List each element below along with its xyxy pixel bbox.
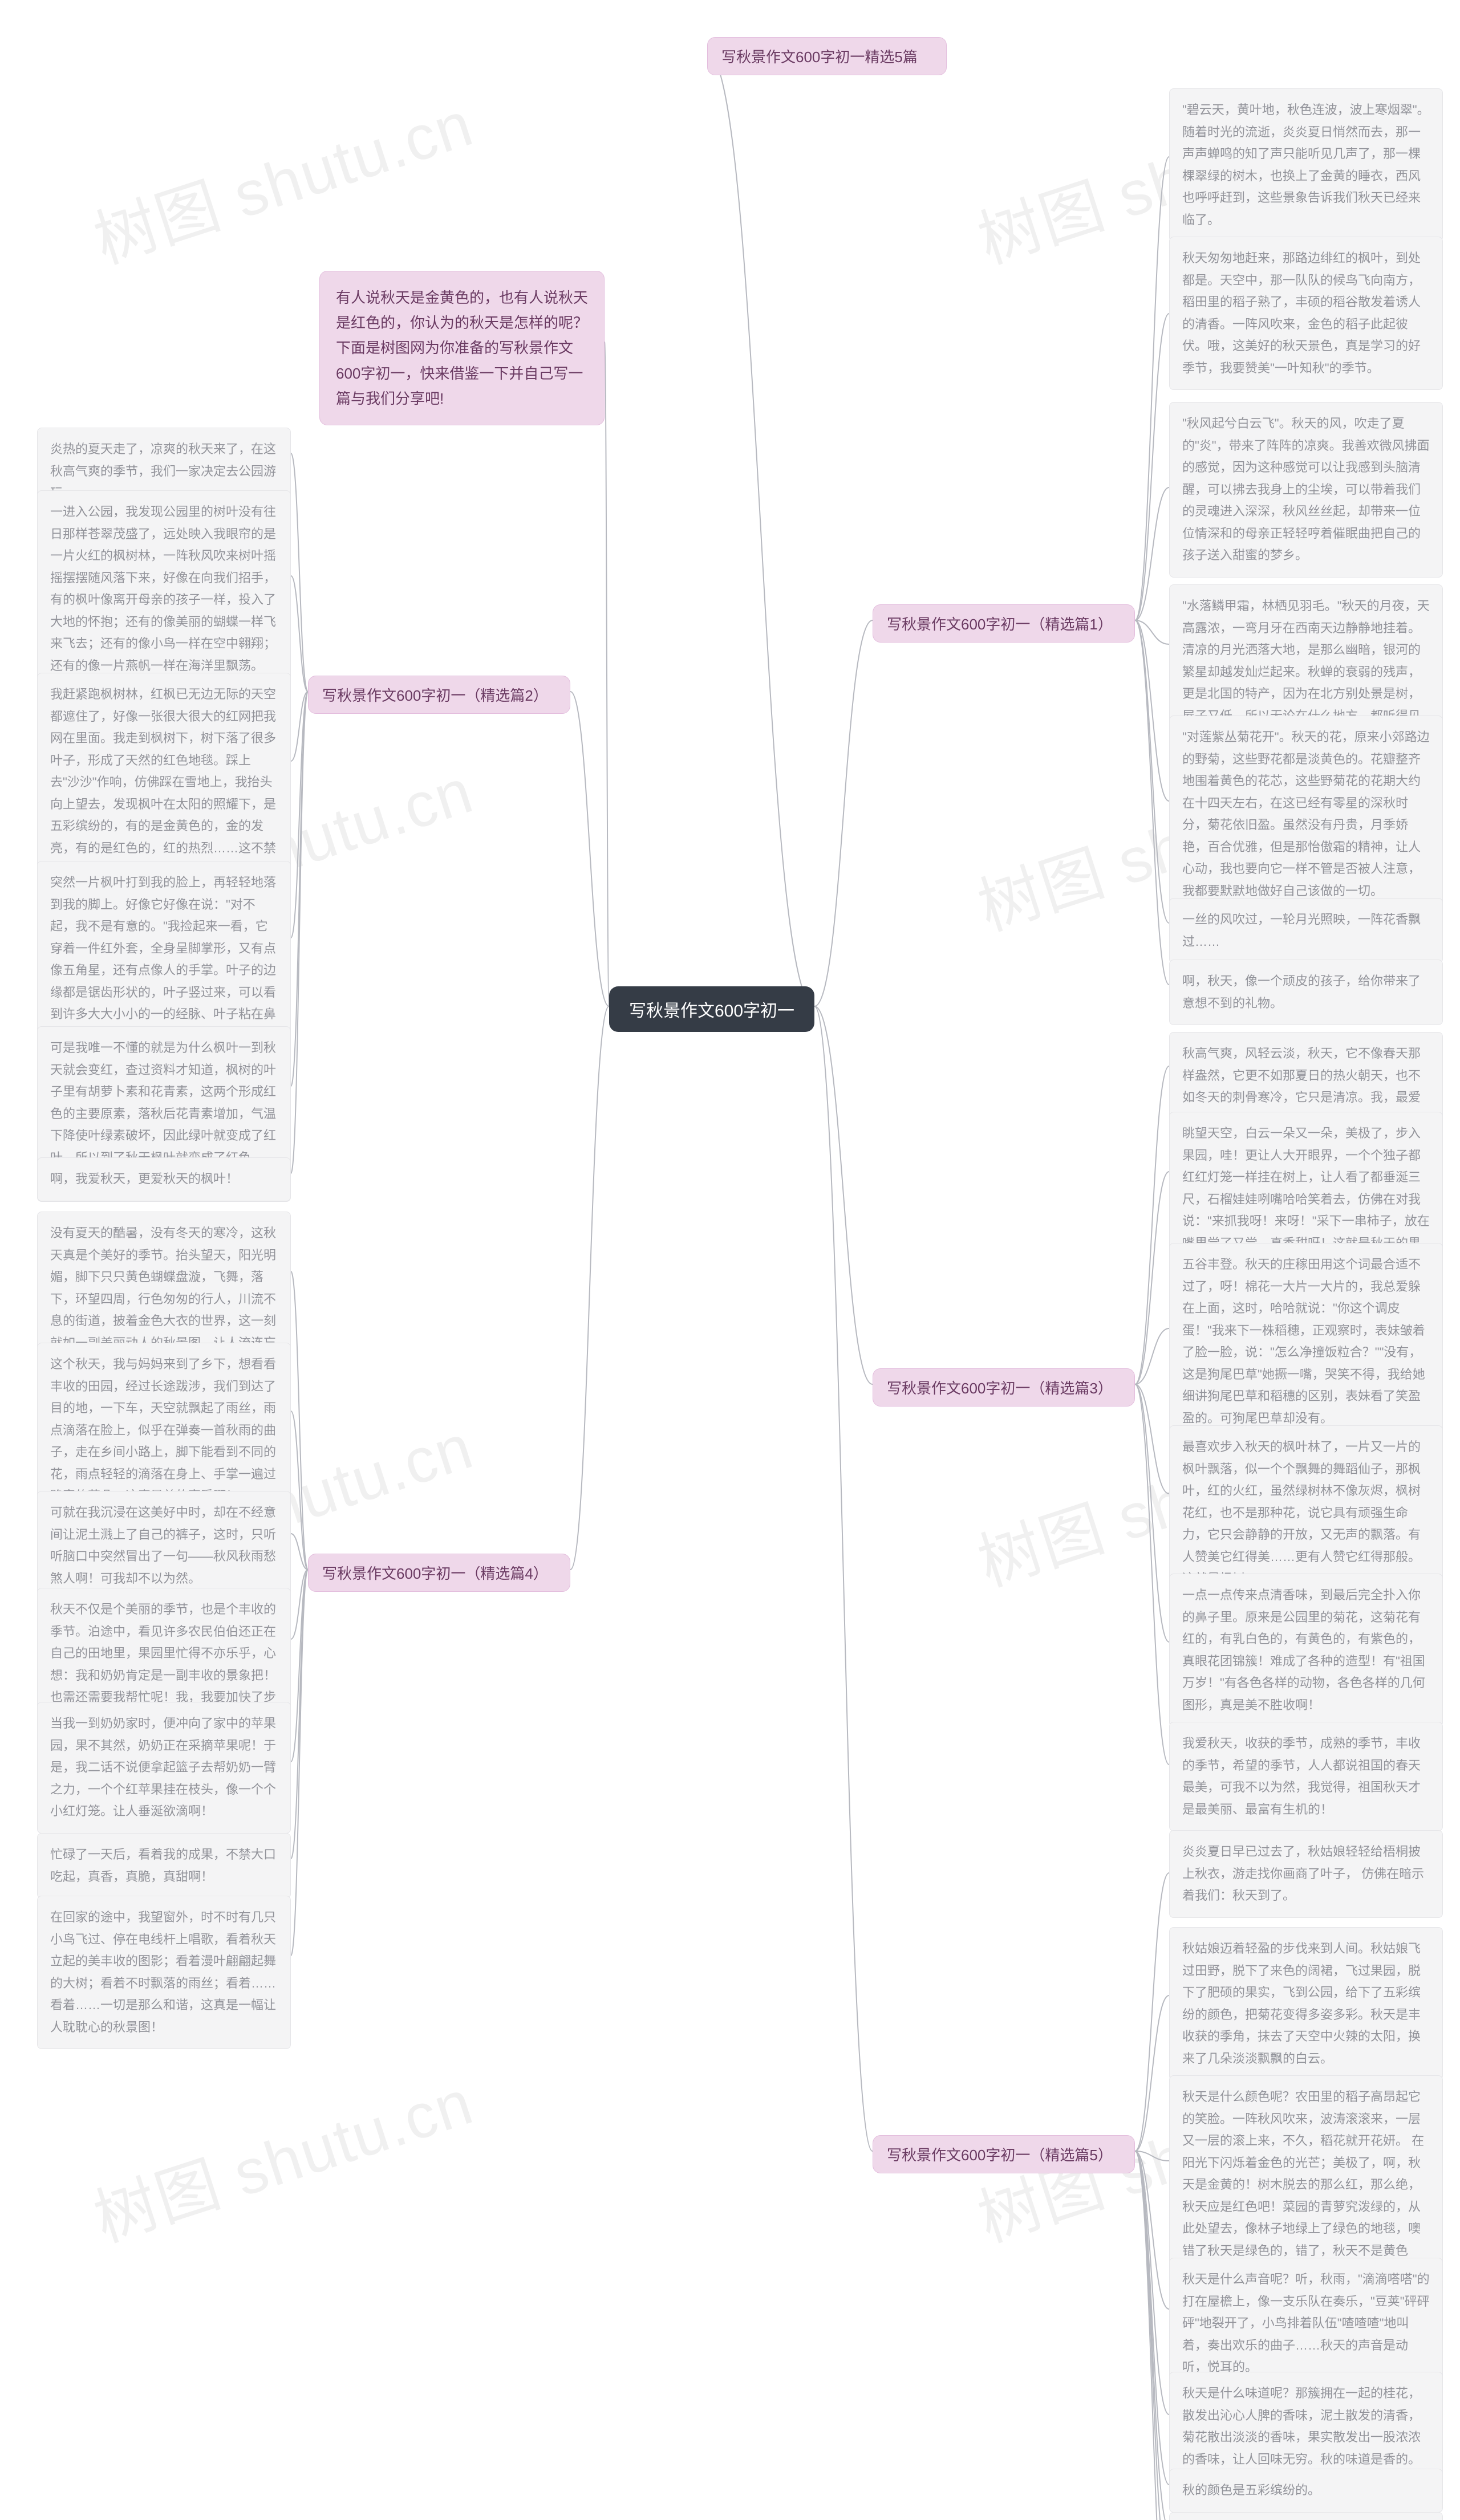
- leaf-s1-2: "秋风起兮白云飞"。秋天的风，吹走了夏的"炎"，带来了阵阵的凉爽。我善欢微风拂面…: [1169, 402, 1443, 578]
- leaf-s4-6: 在回家的途中，我望窗外，时不时有几只小鸟飞过、停在电线杆上唱歌，看着秋天立起的美…: [37, 1896, 291, 2049]
- leaf-s3-2: 五谷丰登。秋天的庄稼田用这个词最合适不过了，呀！棉花一大片一大片的，我总爱躲在上…: [1169, 1243, 1443, 1440]
- section-title-s1: 写秋景作文600字初一（精选篇1）: [873, 604, 1135, 643]
- leaf-s1-5: 一丝的风吹过，一轮月光照映，一阵花香飘过……: [1169, 898, 1443, 964]
- leaf-s3-4: 一点一点传来点清香味，到最后完全扑入你的鼻子里。原来是公园里的菊花，这菊花有红的…: [1169, 1574, 1443, 1727]
- mindmap-canvas: 树图 shutu.cn树图 shutu.cn树图 shutu.cn树图 shut…: [0, 0, 1460, 2520]
- section-title-s3: 写秋景作文600字初一（精选篇3）: [873, 1368, 1135, 1407]
- watermark: 树图 shutu.cn: [81, 2051, 482, 2259]
- section-title-top5: 写秋景作文600字初一精选5篇: [707, 37, 947, 75]
- watermark: 树图 shutu.cn: [81, 73, 482, 281]
- leaf-s1-0: "碧云天，黄叶地，秋色连波，波上寒烟翠"。随着时光的流逝，炎炎夏日悄然而去，那一…: [1169, 88, 1443, 242]
- leaf-s5-0: 炎炎夏日早已过去了，秋姑娘轻轻给梧桐披上秋衣，游走找你画商了叶子， 仿佛在暗示着…: [1169, 1830, 1443, 1918]
- section-title-s2: 写秋景作文600字初一（精选篇2）: [308, 676, 570, 714]
- leaf-s5-3: 秋天是什么声音呢？听，秋雨，"滴滴嗒嗒"的打在屋檐上，像一支乐队在奏乐，"豆荚"…: [1169, 2258, 1443, 2389]
- leaf-s5-6: 秋的声音是动听，悦耳的。: [1169, 2512, 1443, 2520]
- leaf-s2-1: 一进入公园，我发现公园里的树叶没有往日那样苍翠茂盛了，远处映入我眼帘的是一片火红…: [37, 490, 291, 688]
- section-title-s5: 写秋景作文600字初一（精选篇5）: [873, 2135, 1135, 2173]
- leaf-s3-5: 我爱秋天，收获的季节，成熟的季节，丰收的季节，希望的季节，人人都说祖国的春天最美…: [1169, 1722, 1443, 1831]
- leaf-s5-1: 秋姑娘迈着轻盈的步伐来到人间。秋姑娘飞过田野，脱下了来色的阔裙，飞过果园，脱下了…: [1169, 1927, 1443, 2080]
- leaf-s5-4: 秋天是什么味道呢？那簇拥在一起的桂花，散发出沁心人脾的香味，泥土散发的清香，菊花…: [1169, 2372, 1443, 2481]
- section-title-s4: 写秋景作文600字初一（精选篇4）: [308, 1554, 570, 1592]
- leaf-s5-5: 秋的颜色是五彩缤纷的。: [1169, 2469, 1443, 2513]
- leaf-s4-4: 当我一到奶奶家时，便冲向了家中的苹果园，果不其然，奶奶正在采摘苹果呢！于是，我二…: [37, 1702, 291, 1834]
- leaf-s1-6: 啊，秋天，像一个顽皮的孩子，给你带来了意想不到的礼物。: [1169, 960, 1443, 1025]
- leaf-s4-5: 忙碌了一天后，看着我的成果，不禁大口吃起，真香，真脆，真甜啊！: [37, 1833, 291, 1899]
- leaf-s1-1: 秋天匆匆地赶来，那路边绯红的枫叶，到处都是。天空中，那一队队的候鸟飞向南方，稻田…: [1169, 237, 1443, 390]
- leaf-s1-4: "对莲紫丛菊花开"。秋天的花，原来小郊路边的野菊，这些野花都是淡黄色的。花瓣整齐…: [1169, 716, 1443, 913]
- leaf-s4-2: 可就在我沉浸在这美好中时，却在不经意间让泥土溅上了自己的裤子，这时，只听听脑口中…: [37, 1491, 291, 1600]
- intro-node: 有人说秋天是金黄色的，也有人说秋天是红色的，你认为的秋天是怎样的呢？下面是树图网…: [319, 271, 605, 425]
- leaf-s2-5: 啊，我爱秋天，更爱秋天的枫叶！: [37, 1157, 291, 1201]
- root-node: 写秋景作文600字初一: [609, 986, 814, 1032]
